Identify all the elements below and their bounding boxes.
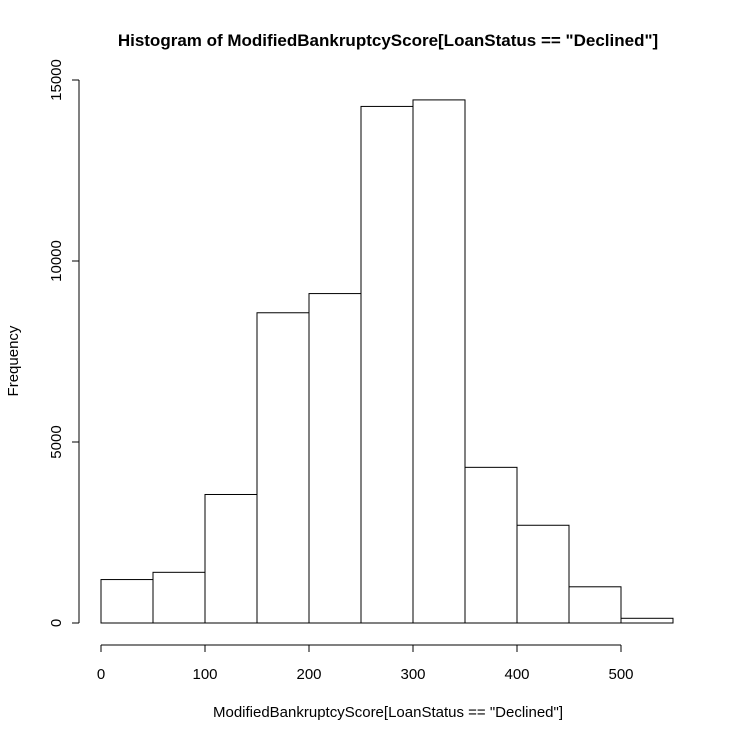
x-axis: 0 100 200 300 400 500 [97, 644, 634, 683]
y-tick-label-15000: 15000 [48, 59, 65, 101]
y-tick-label-10000: 10000 [48, 240, 65, 282]
y-tick-label-5000: 5000 [48, 425, 65, 458]
x-axis-label: ModifiedBankruptcyScore[LoanStatus == "D… [213, 704, 563, 721]
x-tick-label-300: 300 [400, 666, 425, 683]
x-tick-label-500: 500 [608, 666, 633, 683]
histogram-bar-7 [464, 466, 518, 624]
histogram-bar-10 [620, 617, 674, 624]
histogram-bar-8 [516, 524, 570, 624]
histogram-bar-9 [568, 586, 622, 624]
x-tick-label-0: 0 [97, 666, 105, 683]
histogram-bar-1 [152, 571, 206, 624]
y-axis: 0 5000 10000 15000 [48, 59, 80, 627]
chart-title: Histogram of ModifiedBankruptcyScore[Loa… [118, 31, 658, 50]
histogram-bar-4 [308, 293, 362, 624]
histogram-bar-5 [360, 105, 414, 624]
y-tick-label-0: 0 [48, 619, 65, 627]
bars-group [100, 99, 674, 624]
histogram-bar-0 [100, 579, 154, 624]
histogram-bar-3 [256, 312, 310, 624]
histogram-bar-6 [412, 99, 466, 624]
histogram-bar-2 [204, 493, 258, 624]
x-tick-label-400: 400 [504, 666, 529, 683]
y-axis-label: Frequency [5, 325, 22, 396]
x-tick-label-100: 100 [192, 666, 217, 683]
x-tick-label-200: 200 [296, 666, 321, 683]
